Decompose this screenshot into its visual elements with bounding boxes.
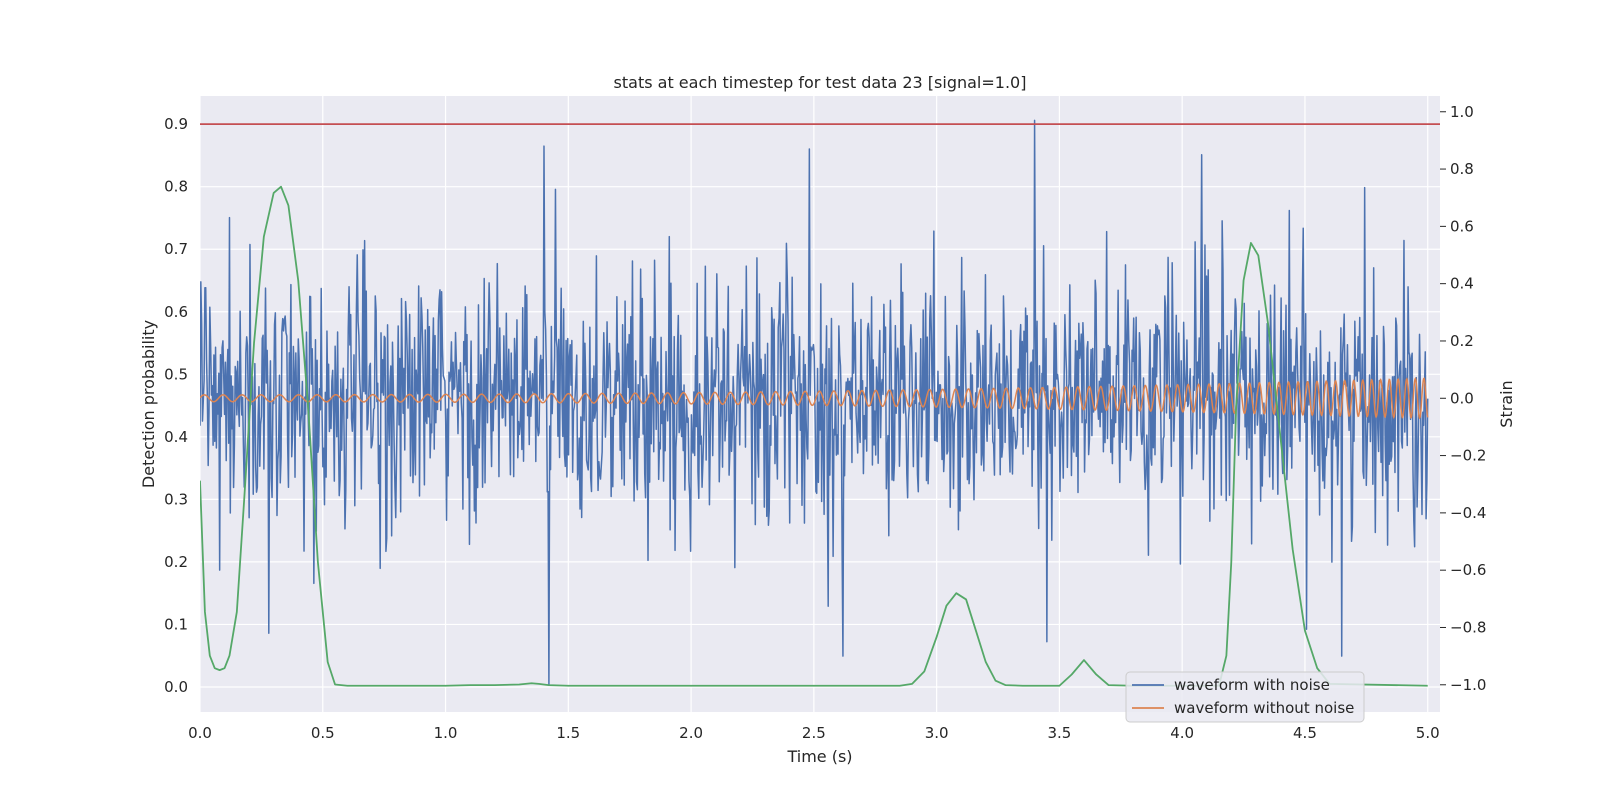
y2-tick-label: −0.2: [1450, 447, 1486, 465]
y2-tick-label: 0.8: [1450, 160, 1474, 178]
legend-label-clean: waveform without noise: [1174, 699, 1354, 717]
y2-tick-label: 1.0: [1450, 103, 1474, 121]
legend-label-noisy: waveform with noise: [1174, 676, 1330, 694]
legend-box: [1125, 671, 1365, 723]
y2-tick-label: 0.6: [1450, 217, 1474, 235]
y2-tick-label: −1.0: [1450, 676, 1486, 694]
y2-tick-label: −0.8: [1450, 618, 1486, 636]
y-axis-ticks: 0.0 0.1 0.2 0.3 0.4 0.5 0.6 0.7 0.8 0.9: [164, 115, 188, 696]
y2-tick-label: −0.4: [1450, 504, 1486, 522]
y2-tick-label: 0.4: [1450, 275, 1474, 293]
x-tick-label: 2.0: [679, 724, 703, 742]
x-tick-label: 1.0: [434, 724, 458, 742]
y-tick-label: 0.3: [164, 490, 188, 508]
x-tick-label: 0.0: [188, 724, 212, 742]
y-tick-label: 0.0: [164, 678, 188, 696]
y-tick-label: 0.9: [164, 115, 188, 133]
y2-tick-label: −0.6: [1450, 561, 1486, 579]
y2-axis-ticks: −1.0 −0.8 −0.6 −0.4 −0.2 0.0 0.2 0.4 0.6 0.8 1.0: [1440, 103, 1486, 694]
chart-title: stats at each timestep for test data 23 …: [614, 73, 1027, 92]
x-tick-label: 2.5: [802, 724, 826, 742]
x-tick-label: 3.0: [925, 724, 949, 742]
y-tick-label: 0.1: [164, 615, 188, 633]
y-tick-label: 0.7: [164, 240, 188, 258]
x-tick-label: 5.0: [1416, 724, 1440, 742]
x-tick-label: 1.5: [556, 724, 580, 742]
y-axis-label: Detection probability: [139, 320, 158, 488]
y-tick-label: 0.8: [164, 178, 188, 196]
clean-waveform-line: [200, 377, 1429, 420]
y2-tick-label: 0.2: [1450, 332, 1474, 350]
y-tick-label: 0.6: [164, 303, 188, 321]
probability-line: [200, 185, 1428, 687]
y-tick-label: 0.5: [164, 365, 188, 383]
y-tick-label: 0.4: [164, 428, 188, 446]
x-tick-label: 4.0: [1170, 724, 1194, 742]
x-axis-label: Time (s): [786, 747, 852, 766]
y-tick-label: 0.2: [164, 553, 188, 571]
x-tick-label: 0.5: [311, 724, 335, 742]
noisy-waveform-line: [200, 119, 1429, 686]
legend: waveform with noise waveform without noi…: [1125, 671, 1365, 723]
x-tick-label: 3.5: [1047, 724, 1071, 742]
x-tick-label: 4.5: [1293, 724, 1317, 742]
y2-tick-label: 0.0: [1450, 389, 1474, 407]
x-axis-ticks: 0.0 0.5 1.0 1.5 2.0 2.5 3.0 3.5 4.0 4.5 5.0: [188, 724, 1440, 742]
y2-axis-label: Strain: [1497, 380, 1516, 427]
series-layer: [200, 119, 1440, 687]
